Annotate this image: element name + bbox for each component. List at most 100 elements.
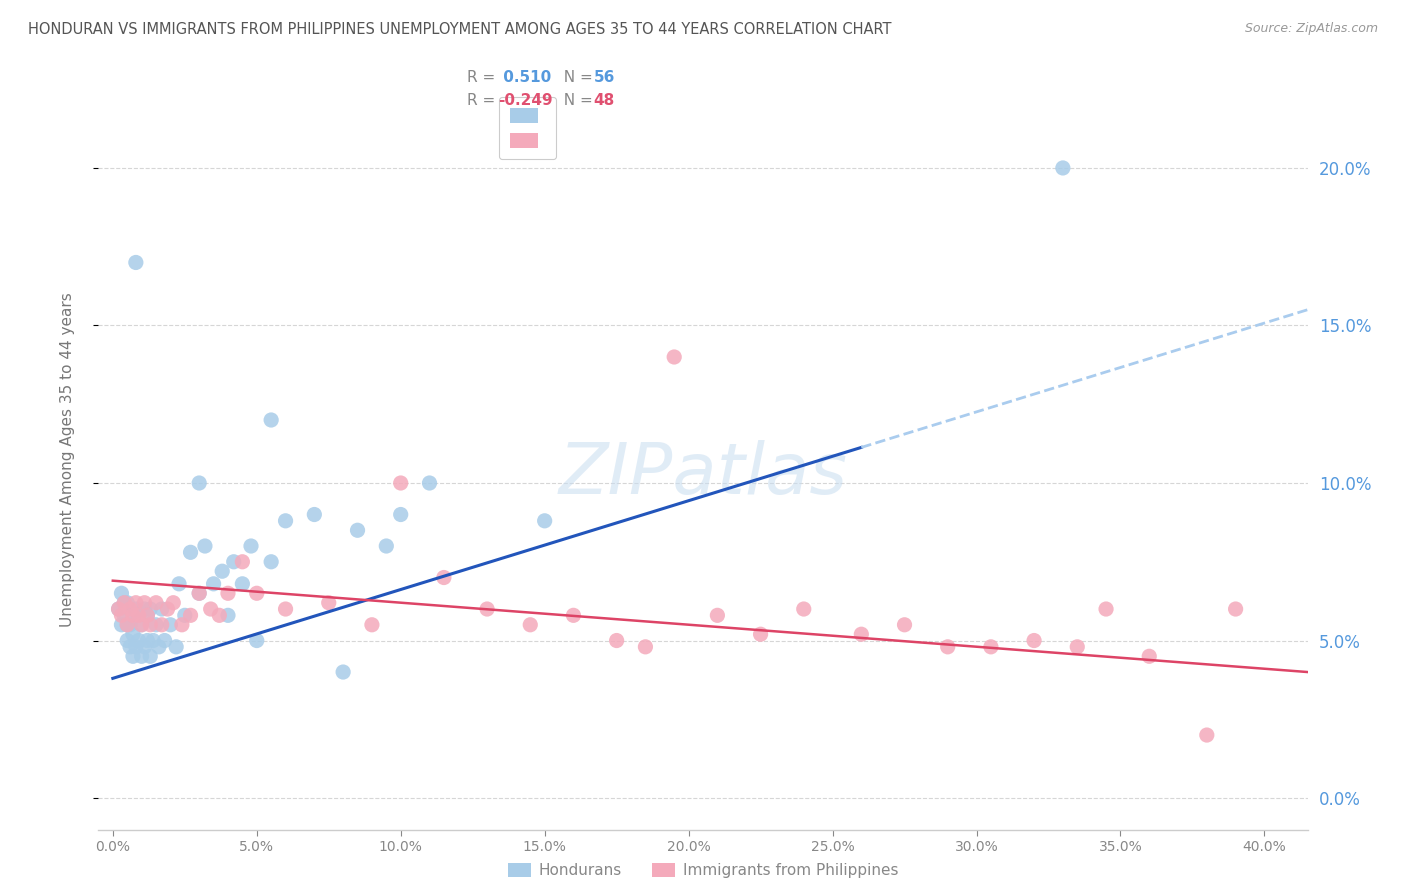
Point [1066, 640, 1088, 654]
Point [260, 555, 283, 569]
Text: HONDURAN VS IMMIGRANTS FROM PHILIPPINES UNEMPLOYMENT AMONG AGES 35 TO 44 YEARS C: HONDURAN VS IMMIGRANTS FROM PHILIPPINES … [28, 22, 891, 37]
Point [136, 633, 159, 648]
Point [361, 617, 384, 632]
Point [634, 640, 657, 654]
Point [980, 640, 1002, 654]
Point [1195, 728, 1218, 742]
Point [148, 640, 170, 654]
Legend: , : , [499, 97, 555, 160]
Point [346, 523, 368, 537]
Point [240, 539, 263, 553]
Point [136, 608, 159, 623]
Point [231, 555, 253, 569]
Y-axis label: Unemployment Among Ages 35 to 44 years: Unemployment Among Ages 35 to 44 years [60, 292, 75, 627]
Point [139, 617, 162, 632]
Point [107, 602, 129, 616]
Point [110, 586, 132, 600]
Text: N =: N = [554, 94, 598, 108]
Text: Source: ZipAtlas.com: Source: ZipAtlas.com [1244, 22, 1378, 36]
Point [145, 617, 167, 632]
Point [304, 508, 326, 522]
Point [217, 586, 239, 600]
Point [1022, 633, 1045, 648]
Text: 56: 56 [593, 70, 614, 85]
Point [122, 608, 145, 623]
Point [519, 617, 541, 632]
Point [260, 413, 283, 427]
Point [246, 633, 269, 648]
Point [167, 577, 190, 591]
Point [562, 608, 585, 623]
Point [131, 649, 153, 664]
Point [188, 586, 211, 600]
Point [194, 539, 217, 553]
Point [231, 577, 253, 591]
Point [134, 640, 156, 654]
Point [246, 586, 269, 600]
Point [125, 596, 148, 610]
Point [125, 602, 148, 616]
Text: R =: R = [467, 94, 501, 108]
Point [202, 577, 225, 591]
Point [893, 617, 915, 632]
Point [162, 596, 184, 610]
Point [145, 596, 167, 610]
Point [139, 602, 162, 616]
Point [180, 545, 202, 559]
Point [1052, 161, 1074, 175]
Point [274, 514, 297, 528]
Point [110, 617, 132, 632]
Point [115, 633, 138, 648]
Point [1095, 602, 1118, 616]
Point [664, 350, 686, 364]
Text: -0.249: -0.249 [498, 94, 553, 108]
Text: 48: 48 [593, 94, 614, 108]
Point [112, 608, 135, 623]
Point [153, 633, 176, 648]
Point [122, 649, 145, 664]
Point [274, 602, 297, 616]
Text: 0.510: 0.510 [498, 70, 551, 85]
Point [156, 602, 179, 616]
Point [125, 255, 148, 269]
Point [389, 475, 412, 490]
Point [120, 640, 142, 654]
Point [128, 608, 150, 623]
Text: N =: N = [554, 70, 598, 85]
Point [170, 617, 193, 632]
Point [150, 602, 173, 616]
Point [389, 508, 412, 522]
Point [115, 617, 138, 632]
Point [173, 608, 195, 623]
Point [851, 627, 873, 641]
Point [131, 617, 153, 632]
Text: ZIPatlas: ZIPatlas [558, 440, 848, 508]
Point [115, 617, 138, 632]
Point [159, 617, 181, 632]
Point [1225, 602, 1247, 616]
Point [749, 627, 772, 641]
Point [1137, 649, 1160, 664]
Point [128, 633, 150, 648]
Point [122, 627, 145, 641]
Point [134, 596, 156, 610]
Point [115, 596, 138, 610]
Point [136, 608, 159, 623]
Point [112, 596, 135, 610]
Point [110, 608, 132, 623]
Point [533, 514, 555, 528]
Point [433, 570, 456, 584]
Point [208, 608, 231, 623]
Point [188, 475, 211, 490]
Point [217, 608, 239, 623]
Point [150, 617, 173, 632]
Point [125, 640, 148, 654]
Point [165, 640, 187, 654]
Point [128, 608, 150, 623]
Point [211, 564, 233, 578]
Point [793, 602, 815, 616]
Point [120, 602, 142, 616]
Point [139, 649, 162, 664]
Point [318, 596, 340, 610]
Point [142, 633, 165, 648]
